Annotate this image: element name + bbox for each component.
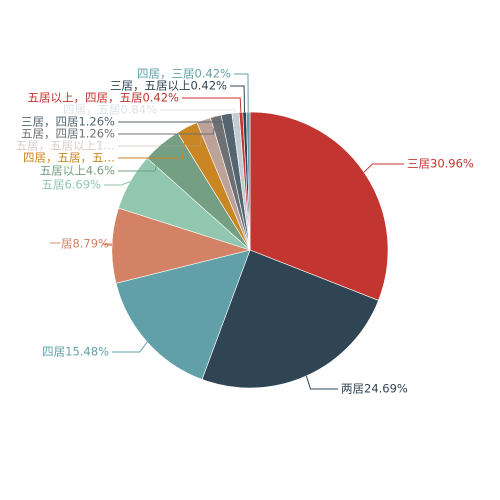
pie-slice-label: 五居以上，四居，五居0.42% — [27, 91, 179, 105]
pie-slice-label: 四居，三居0.42% — [137, 67, 231, 81]
pie-slice-label: 五居，五居以上1… — [16, 139, 115, 153]
pie-slice-label: 五居以上4.6% — [40, 164, 115, 178]
pie-slice-label: 三居30.96% — [407, 157, 474, 171]
label-leader-line — [363, 163, 404, 173]
label-leader-line — [118, 144, 162, 172]
label-leader-line — [160, 109, 236, 113]
pie-slice-label: 三居，四居1.26% — [21, 115, 115, 129]
label-leader-line — [102, 243, 113, 246]
label-leader-line — [118, 127, 188, 159]
label-leader-line — [112, 341, 148, 353]
pie-slice-label: 两居24.69% — [341, 382, 408, 396]
pie-slice-label: 一居8.79% — [49, 237, 109, 251]
pie-slice[interactable] — [246, 111, 251, 251]
pie-slice-label: 四居，五居，五… — [23, 151, 115, 165]
pie-slice-label: 三居，五居以上0.42% — [110, 79, 227, 93]
label-leader-line — [118, 119, 205, 147]
label-leader-line — [230, 85, 245, 113]
label-leader-line — [104, 181, 131, 186]
pie-slice-label: 四居，五居0.84% — [63, 103, 157, 117]
pie-slice-label: 四居15.48% — [42, 345, 109, 359]
label-leader-line — [305, 375, 338, 390]
pie-labels: 三居30.96%两居24.69%四居15.48%一居8.79%五居6.69%五居… — [16, 67, 474, 396]
pie-slices — [111, 111, 389, 389]
label-leader-line — [182, 97, 242, 113]
pie-slice-label: 五居6.69% — [41, 178, 101, 192]
pie-slice-label: 五居，四居1.26% — [21, 127, 115, 141]
label-leader-line — [118, 113, 227, 123]
pie-slice[interactable] — [201, 249, 379, 389]
label-leader-line — [234, 73, 249, 113]
